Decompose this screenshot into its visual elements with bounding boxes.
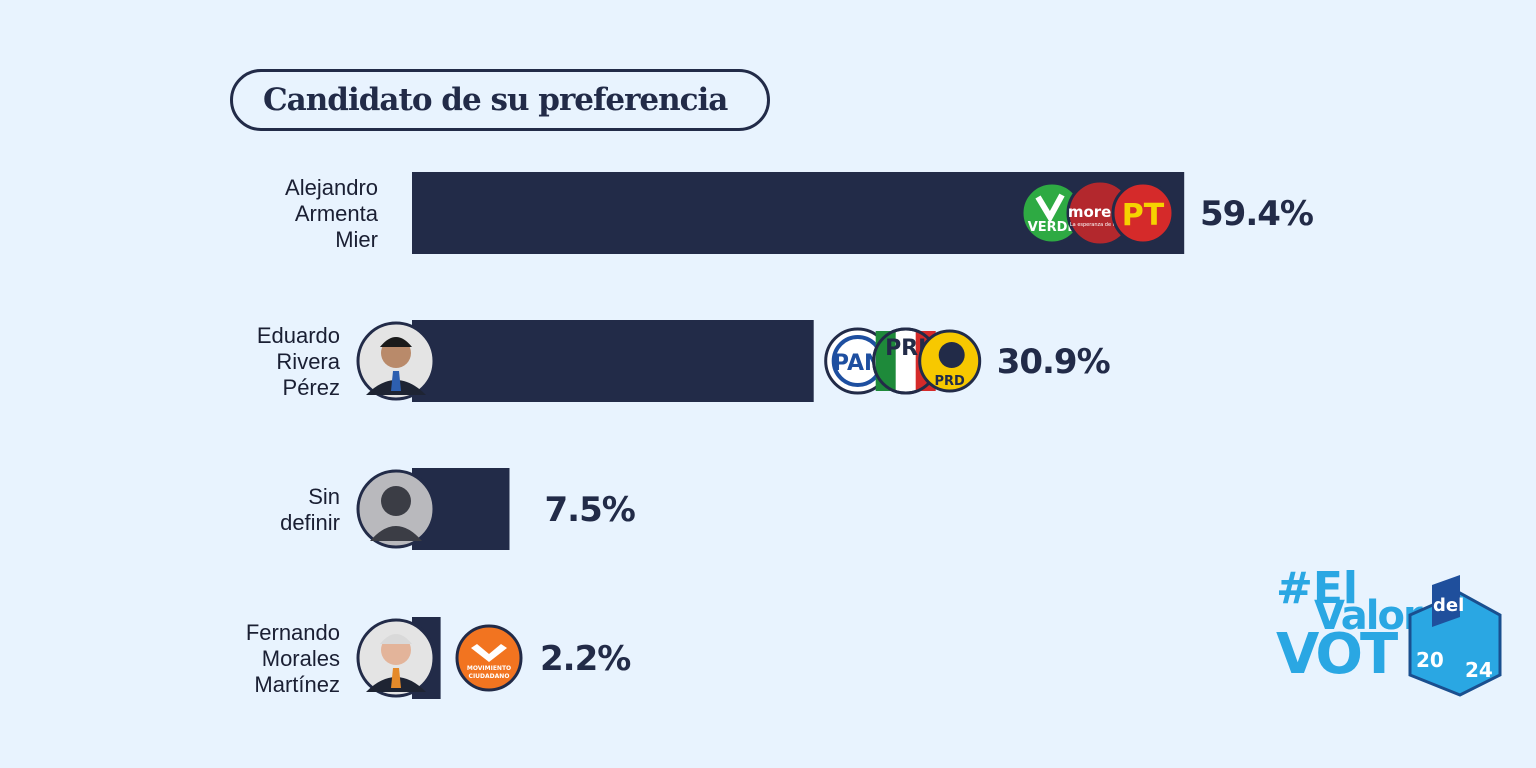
chart-title: Candidato de su preferencia <box>230 69 770 131</box>
brand-hash: #El <box>1276 563 1358 614</box>
value-label-2: 7.5% <box>545 490 635 530</box>
person-silhouette-icon <box>356 469 436 549</box>
svg-text:PT: PT <box>1122 198 1165 233</box>
prd-logo: PRD <box>918 329 982 393</box>
verde-logo: VERDE <box>1020 181 1084 245</box>
el-valor-del-voto-logo: #El VOT Valor del 20 24 <box>1276 563 1502 697</box>
brand-year-b: 24 <box>1465 658 1493 682</box>
pan-logo: PAN <box>824 327 892 395</box>
category-label-3-0: Fernando <box>246 620 340 645</box>
candidate-photo <box>356 321 436 401</box>
value-label-0: 59.4% <box>1200 194 1313 234</box>
category-label-1-2: Pérez <box>283 375 340 400</box>
ballot-paper-icon <box>1432 575 1460 627</box>
category-label-0-1: Armenta <box>295 201 379 226</box>
category-label-2-0: Sin <box>308 484 340 509</box>
category-label-2-1: definir <box>280 510 340 535</box>
category-label-1-1: Rivera <box>276 349 340 374</box>
svg-text:MOVIMIENTO: MOVIMIENTO <box>467 665 511 672</box>
value-label-3: 2.2% <box>540 639 630 679</box>
pt-logo: PT <box>1111 181 1175 245</box>
category-label-0-0: Alejandro <box>285 175 378 200</box>
value-label-1: 30.9% <box>997 342 1110 382</box>
svg-text:VERDE: VERDE <box>1028 220 1077 235</box>
category-label-3-1: Morales <box>262 646 340 671</box>
category-label-0-2: Mier <box>335 227 378 252</box>
brand-vot: VOT <box>1276 622 1398 687</box>
brand-valor: Valor <box>1314 593 1423 639</box>
svg-text:PRD: PRD <box>935 374 966 389</box>
candidate-photo <box>356 618 436 698</box>
category-label-3-2: Martínez <box>254 672 340 697</box>
svg-text:CIUDADANO: CIUDADANO <box>469 673 510 680</box>
bar-1 <box>412 320 814 402</box>
brand-year-a: 20 <box>1416 648 1444 672</box>
category-label-1-0: Eduardo <box>257 323 340 348</box>
brand-del: del <box>1433 595 1464 616</box>
svg-text:La esperanza de México: La esperanza de México <box>1070 221 1130 228</box>
